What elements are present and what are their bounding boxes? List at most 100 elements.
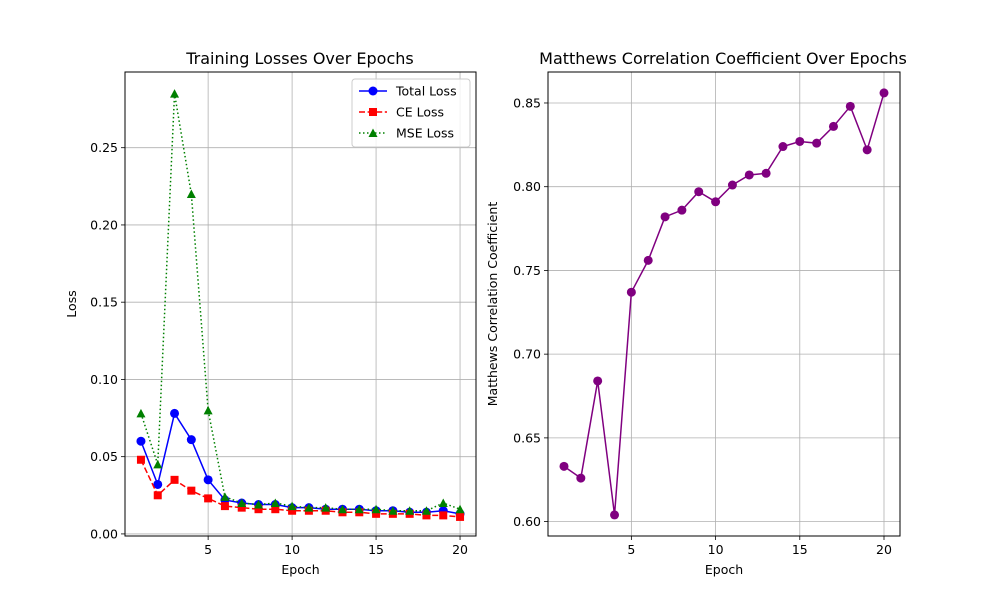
loss-chart-legend: Total Loss CE Loss MSE Loss xyxy=(351,78,471,148)
mcc-x-tick-label: 10 xyxy=(708,542,724,557)
mse-loss-point xyxy=(270,498,280,508)
mse-loss-line xyxy=(140,93,461,512)
legend-marker-mse-loss xyxy=(368,128,378,137)
mse-loss-point xyxy=(371,504,381,514)
mse-loss-point xyxy=(438,498,448,508)
loss-y-tick-label: 0.10 xyxy=(90,372,118,387)
ce-loss-point xyxy=(136,455,145,464)
mcc-chart-grid xyxy=(548,72,900,536)
loss-y-tick-label: 0.20 xyxy=(90,217,118,232)
ce-loss-point xyxy=(254,505,263,514)
total-loss-point xyxy=(170,408,180,418)
ce-loss-point xyxy=(170,475,179,484)
ce-loss-point xyxy=(220,502,229,511)
loss-chart-grid xyxy=(125,72,476,536)
ce-loss-point xyxy=(288,506,297,515)
mcc-y-tick-label: 0.65 xyxy=(513,430,541,445)
loss-x-tick-label: 5 xyxy=(204,542,212,557)
loss-chart-ylabel: Loss xyxy=(64,290,79,317)
loss-chart-ticks: 5 10 15 20 0.00 0.05 0.10 0.15 0.20 0.25 xyxy=(90,140,468,557)
mse-loss-point xyxy=(354,504,364,514)
mcc-series-point xyxy=(879,88,889,98)
mse-loss-point xyxy=(136,408,146,418)
mcc-chart-xlabel: Epoch xyxy=(705,562,743,577)
mse-loss-point xyxy=(455,504,465,514)
ce-loss-point xyxy=(372,509,381,518)
loss-x-tick-label: 10 xyxy=(284,542,300,557)
mcc-y-tick-label: 0.70 xyxy=(513,347,541,362)
mcc-series-point xyxy=(795,136,805,146)
legend-entry-mse-loss: MSE Loss xyxy=(359,126,454,141)
mse-loss-point xyxy=(203,405,213,415)
mse-loss-point xyxy=(237,498,247,508)
mcc-series-point xyxy=(778,142,788,152)
legend-box xyxy=(351,78,471,148)
loss-chart-series xyxy=(136,89,465,521)
legend-entry-total-loss: Total Loss xyxy=(359,84,457,99)
mcc-y-tick-label: 0.85 xyxy=(513,95,541,110)
loss-x-tick-label: 20 xyxy=(452,542,468,557)
mcc-series-point xyxy=(727,180,737,190)
mcc-chart: Matthews Correlation Coefficient Over Ep… xyxy=(485,49,907,577)
legend-marker-total-loss xyxy=(368,86,378,96)
mcc-y-tick-label: 0.80 xyxy=(513,179,541,194)
mcc-series-point xyxy=(593,376,603,386)
loss-chart: Training Losses Over Epochs 5 10 15 20 0.00 0… xyxy=(64,49,477,577)
mse-loss-point xyxy=(337,504,347,514)
mcc-series-point xyxy=(660,212,670,222)
legend-entry-ce-loss: CE Loss xyxy=(359,105,444,120)
mse-loss-point xyxy=(186,189,196,199)
mcc-series-point xyxy=(812,138,822,148)
ce-loss-point xyxy=(439,511,448,520)
mcc-series-point xyxy=(576,473,586,483)
mcc-x-tick-label: 15 xyxy=(792,542,808,557)
legend-marker-ce-loss xyxy=(369,108,377,116)
mcc-series-point xyxy=(845,101,855,111)
mcc-series-point xyxy=(677,205,687,215)
mse-loss-point xyxy=(254,500,264,509)
mcc-series-point xyxy=(559,461,569,471)
mcc-y-tick-label: 0.75 xyxy=(513,263,541,278)
loss-x-tick-label: 15 xyxy=(368,542,384,557)
loss-y-tick-label: 0.15 xyxy=(90,295,118,310)
loss-y-tick-label: 0.05 xyxy=(90,449,118,464)
mse-loss-point xyxy=(421,506,431,515)
mcc-x-tick-label: 5 xyxy=(627,542,635,557)
total-loss-point xyxy=(203,475,213,485)
mse-loss-point xyxy=(405,506,415,515)
ce-loss-point xyxy=(422,511,431,520)
mse-loss-point xyxy=(220,492,230,501)
ce-loss-point xyxy=(456,512,465,521)
mcc-series-point xyxy=(761,168,771,178)
total-loss-point xyxy=(186,435,196,445)
legend-label-total-loss: Total Loss xyxy=(395,84,457,99)
mcc-series-point xyxy=(744,170,754,180)
loss-chart-title: Training Losses Over Epochs xyxy=(185,49,413,68)
mcc-chart-ticks: 5 10 15 20 0.60 0.65 0.70 0.75 0.80 0.85 xyxy=(513,95,892,557)
mse-loss-point xyxy=(287,501,297,511)
total-loss-point xyxy=(136,436,146,446)
mcc-series-point xyxy=(711,197,721,207)
mse-loss-point xyxy=(170,89,180,98)
ce-loss-point xyxy=(153,491,162,500)
mcc-series-point xyxy=(828,121,838,131)
mcc-chart-series xyxy=(559,88,889,520)
ce-loss-point xyxy=(204,494,213,503)
loss-chart-xlabel: Epoch xyxy=(281,562,319,577)
mcc-series-point xyxy=(694,187,704,197)
mcc-y-tick-label: 0.60 xyxy=(513,514,541,529)
mcc-series-point xyxy=(862,145,872,155)
mcc-x-tick-label: 20 xyxy=(876,542,892,557)
ce-loss-point xyxy=(237,503,246,512)
mcc-series-point xyxy=(626,287,636,297)
loss-y-tick-label: 0.00 xyxy=(90,526,118,541)
loss-y-tick-label: 0.25 xyxy=(90,140,118,155)
legend-label-mse-loss: MSE Loss xyxy=(396,126,454,141)
mse-loss-point xyxy=(321,503,331,512)
total-loss-point xyxy=(153,479,163,489)
ce-loss-point xyxy=(187,486,196,495)
mcc-series-point xyxy=(610,510,620,520)
mcc-chart-title: Matthews Correlation Coefficient Over Ep… xyxy=(539,49,907,68)
